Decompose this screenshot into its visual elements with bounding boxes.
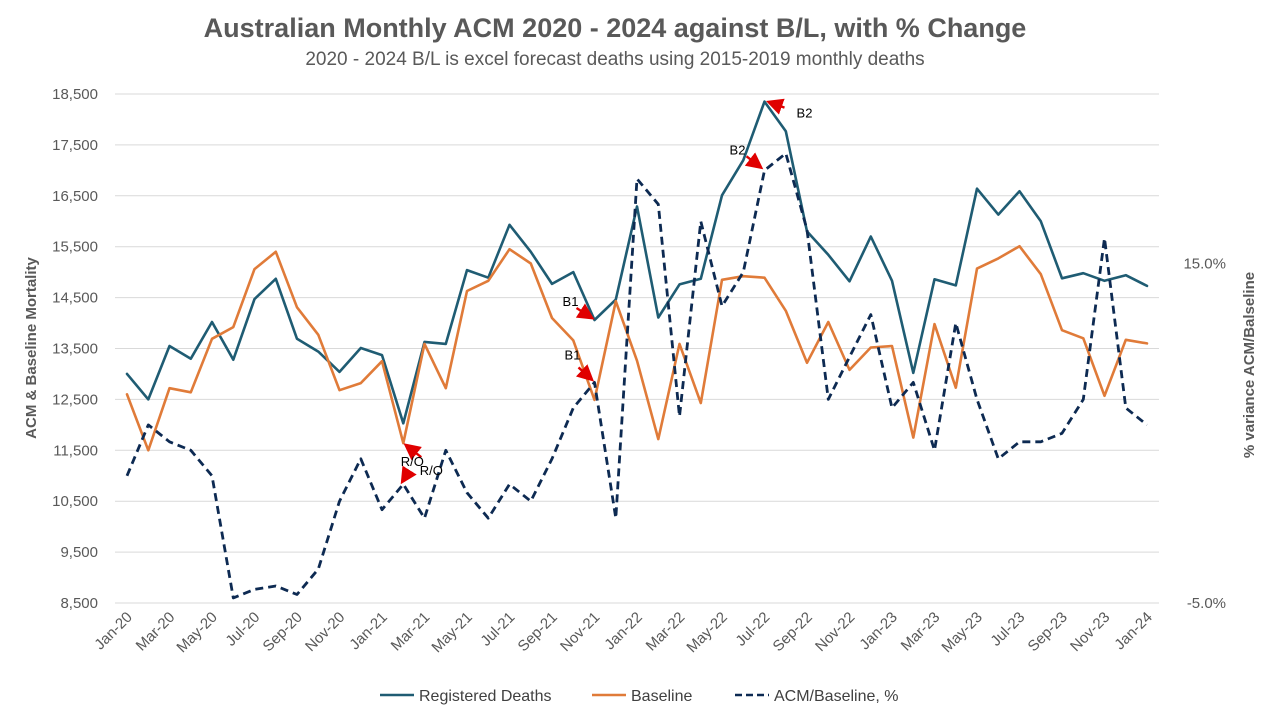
x-tick-label: Jul-21 [477,609,518,650]
legend-label: Registered Deaths [419,688,552,705]
y-tick-label: 15,500 [52,239,98,256]
x-tick-label: Sep-20 [260,609,306,655]
x-tick-label: Jan-24 [1111,609,1155,653]
legend-item: Registered Deaths [380,688,552,705]
chart-title: Australian Monthly ACM 2020 - 2024 again… [204,13,1027,43]
gridlines [115,93,1159,604]
x-tick-label: Mar-23 [898,609,944,655]
x-tick-label: Jul-23 [987,609,1028,650]
x-tick-label: May-21 [428,609,475,656]
legend-label: ACM/Baseline, % [774,688,899,705]
y2-tick-label: -5.0% [1187,595,1226,612]
y-axis-ticks: 8,500 9,500 10,500 11,500 12,500 13,500 14,500… [52,86,98,612]
annotation-arrow [403,443,422,461]
y-tick-label: 8,500 [60,595,98,612]
y-tick-label: 17,500 [52,137,98,154]
chart-subtitle: 2020 - 2024 B/L is excel forecast deaths… [305,49,924,70]
annotations: B2 B1 R/O B2 B1 R/O [400,98,813,485]
x-tick-label: Jan-23 [856,609,900,653]
annotation-label: R/O [420,463,443,478]
legend-item: ACM/Baseline, % [735,688,899,705]
y-tick-label: 11,500 [53,442,98,459]
x-tick-label: May-22 [683,609,730,656]
annotation-label: B2 [797,106,813,121]
x-tick-label: Nov-21 [557,609,603,655]
x-tick-label: May-23 [938,609,985,656]
annotation-arrow [765,98,785,115]
x-tick-label: Nov-22 [812,609,858,655]
y-tick-label: 16,500 [52,188,98,205]
x-tick-label: Sep-23 [1025,609,1071,655]
y2-axis-ticks: -5.0% 15.0% [1183,256,1226,612]
y-tick-label: 9,500 [60,544,98,561]
annotation-arrow [400,465,417,485]
annotation-label: B1 [565,347,581,362]
annotation-label: B1 [563,294,579,309]
x-tick-label: Nov-20 [302,609,348,655]
x-tick-label: May-20 [173,609,220,656]
y2-tick-label: 15.0% [1183,256,1226,273]
y-tick-label: 14,500 [52,290,98,307]
x-tick-label: Sep-22 [770,609,816,655]
annotation-arrow [575,364,595,382]
x-tick-label: Jan-21 [346,609,390,653]
legend: Registered Deaths Baseline ACM/Baseline, % [380,688,899,705]
series-line-baseline [125,244,1149,452]
x-tick-label: Jul-22 [732,609,773,650]
y-tick-label: 10,500 [52,493,98,510]
x-tick-label: Nov-23 [1067,609,1113,655]
series-line-acm-baseline-pct [125,151,1148,600]
series-line-registered-deaths [125,100,1149,425]
x-tick-label: Mar-21 [388,609,434,655]
y-axis-label: ACM & Baseline Mortality [23,256,40,438]
annotation-arrow [744,152,764,170]
y2-axis-label: % variance ACM/Balseline [1241,272,1258,458]
y-tick-label: 12,500 [52,391,98,408]
series-lines [125,100,1149,600]
y-tick-label: 13,500 [52,341,98,358]
x-tick-label: Jan-20 [91,609,135,653]
annotation-label: R/O [401,454,424,469]
x-tick-label: Sep-21 [515,609,561,655]
annotation-label: B2 [730,142,746,157]
x-tick-label: Jan-22 [601,609,645,653]
annotation-arrow [575,303,595,320]
x-tick-label: Mar-20 [133,609,179,655]
y-tick-label: 18,500 [52,86,98,103]
x-tick-label: Mar-22 [643,609,689,655]
x-tick-label: Jul-20 [222,609,263,650]
legend-item: Baseline [592,688,692,705]
legend-label: Baseline [631,688,692,705]
